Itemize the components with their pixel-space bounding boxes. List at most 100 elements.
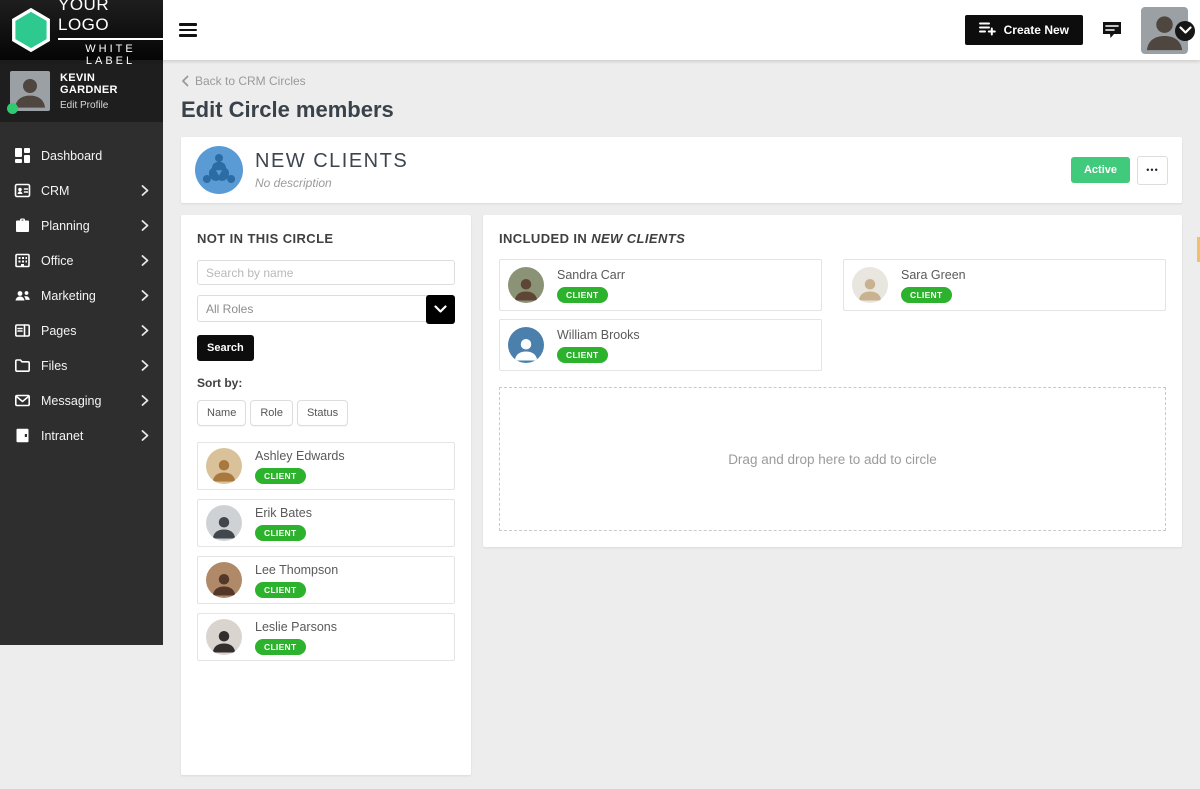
more-options-button[interactable]: ••• [1137,155,1168,185]
circle-header-card: NEW CLIENTS No description Active ••• [181,137,1182,203]
included-panel: INCLUDED IN NEW CLIENTS Sandra Carr CLIE… [483,215,1182,547]
add-list-icon [978,21,996,39]
sidebar-item-dashboard[interactable]: Dashboard [0,138,163,173]
sort-by-label: Sort by: [197,376,243,390]
main-content: Back to CRM Circles Edit Circle members … [163,60,1200,789]
member-card[interactable]: Lee Thompson CLIENT [197,556,455,604]
hamburger-menu-icon[interactable] [179,20,197,40]
messaging-icon [14,392,31,409]
chevron-right-icon [141,325,149,336]
circle-name: NEW CLIENTS [255,150,409,172]
role-filter-select[interactable]: All Roles [197,295,455,324]
member-name: Erik Bates [255,505,312,520]
logo[interactable]: YOUR LOGO WHITE LABEL [0,0,163,67]
member-avatar [852,267,888,303]
select-chevron-down-icon[interactable] [426,295,455,324]
pages-icon [14,322,31,339]
member-avatar [206,505,242,541]
chat-icon[interactable] [1101,19,1123,41]
member-avatar [508,327,544,363]
included-members-grid: Sandra Carr CLIENT Sara Green CLIENT Wil… [499,259,1166,531]
role-filter-value: All Roles [206,301,254,316]
circle-description: No description [255,176,332,190]
member-role-badge: CLIENT [255,638,306,655]
sidebar-item-office[interactable]: Office [0,243,163,278]
chevron-right-icon [141,395,149,406]
member-card[interactable]: Leslie Parsons CLIENT [197,613,455,661]
chevron-right-icon [141,220,149,231]
member-name: Sara Green [901,267,966,282]
sidebar-item-planning[interactable]: Planning [0,208,163,243]
planning-icon [14,217,31,234]
sidebar-item-files[interactable]: Files [0,348,163,383]
dashboard-icon [14,147,31,164]
sidebar-item-crm[interactable]: CRM [0,173,163,208]
scroll-indicator [1197,237,1200,262]
member-avatar [508,267,544,303]
topbar: YOUR LOGO WHITE LABEL Create New [0,0,1200,67]
member-avatar [206,619,242,655]
crm-icon [14,182,31,199]
included-member-card[interactable]: Sara Green CLIENT [843,259,1166,311]
chevron-down-icon [1178,26,1192,35]
sidebar-item-marketing[interactable]: Marketing [0,278,163,313]
search-input[interactable] [197,260,455,285]
hexagon-logo-icon [12,7,50,53]
files-icon [14,357,31,374]
member-card[interactable]: Ashley Edwards CLIENT [197,442,455,490]
sort-button-status[interactable]: Status [296,400,349,426]
not-in-circle-title: NOT IN THIS CIRCLE [197,231,334,246]
chevron-right-icon [141,430,149,441]
member-role-badge: CLIENT [557,346,608,363]
intranet-icon [14,427,31,444]
not-in-circle-panel: NOT IN THIS CIRCLE All Roles Search Sort… [181,215,471,775]
marketing-icon [14,287,31,304]
sidebar-item-intranet[interactable]: Intranet [0,418,163,453]
included-member-card[interactable]: William Brooks CLIENT [499,319,822,371]
included-title: INCLUDED IN NEW CLIENTS [499,231,686,246]
member-role-badge: CLIENT [255,467,306,484]
member-avatar [206,448,242,484]
sidebar-item-pages[interactable]: Pages [0,313,163,348]
account-dropdown-button[interactable] [1175,20,1195,41]
chevron-right-icon [141,360,149,371]
member-role-badge: CLIENT [901,286,952,303]
sidebar: KEVIN GARDNER Edit Profile Dashboard CRM… [0,60,163,645]
chevron-left-icon [181,75,189,87]
sidebar-menu: Dashboard CRM Planning Office Marketing … [0,122,163,453]
breadcrumb[interactable]: Back to CRM Circles [181,74,1182,88]
logo-line2: WHITE LABEL [85,43,136,67]
chevron-right-icon [141,185,149,196]
page-title: Edit Circle members [181,97,394,122]
remove-member-button[interactable] [812,263,816,267]
sort-button-role[interactable]: Role [250,400,293,426]
profile-name: KEVIN GARDNER [60,71,118,96]
circle-group-icon [195,146,243,194]
office-icon [14,252,31,269]
create-new-button[interactable]: Create New [964,15,1083,45]
remove-member-button[interactable] [812,323,816,327]
member-role-badge: CLIENT [557,286,608,303]
drag-drop-zone[interactable]: Drag and drop here to add to circle [499,387,1166,531]
online-status-dot [7,103,18,114]
profile-avatar[interactable] [10,71,50,111]
sort-button-name[interactable]: Name [197,400,247,426]
logo-line1: YOUR LOGO [58,0,163,40]
chevron-right-icon [141,255,149,266]
included-member-card[interactable]: Sandra Carr CLIENT [499,259,822,311]
edit-profile-link[interactable]: Edit Profile [60,99,109,111]
chevron-right-icon [141,290,149,301]
active-status-button[interactable]: Active [1070,157,1130,183]
sidebar-item-messaging[interactable]: Messaging [0,383,163,418]
member-name: Ashley Edwards [255,448,345,463]
member-card[interactable]: Erik Bates CLIENT [197,499,455,547]
sidebar-profile: KEVIN GARDNER Edit Profile [0,60,163,122]
sort-options: Name Role Status [197,400,455,426]
member-role-badge: CLIENT [255,581,306,598]
search-button[interactable]: Search [197,335,254,361]
remove-member-button[interactable] [1156,263,1160,267]
member-name: Sandra Carr [557,267,626,282]
member-name: Lee Thompson [255,562,339,577]
member-name: William Brooks [557,327,640,342]
available-members-list: Ashley Edwards CLIENT Erik Bates CLIENT … [197,442,455,661]
